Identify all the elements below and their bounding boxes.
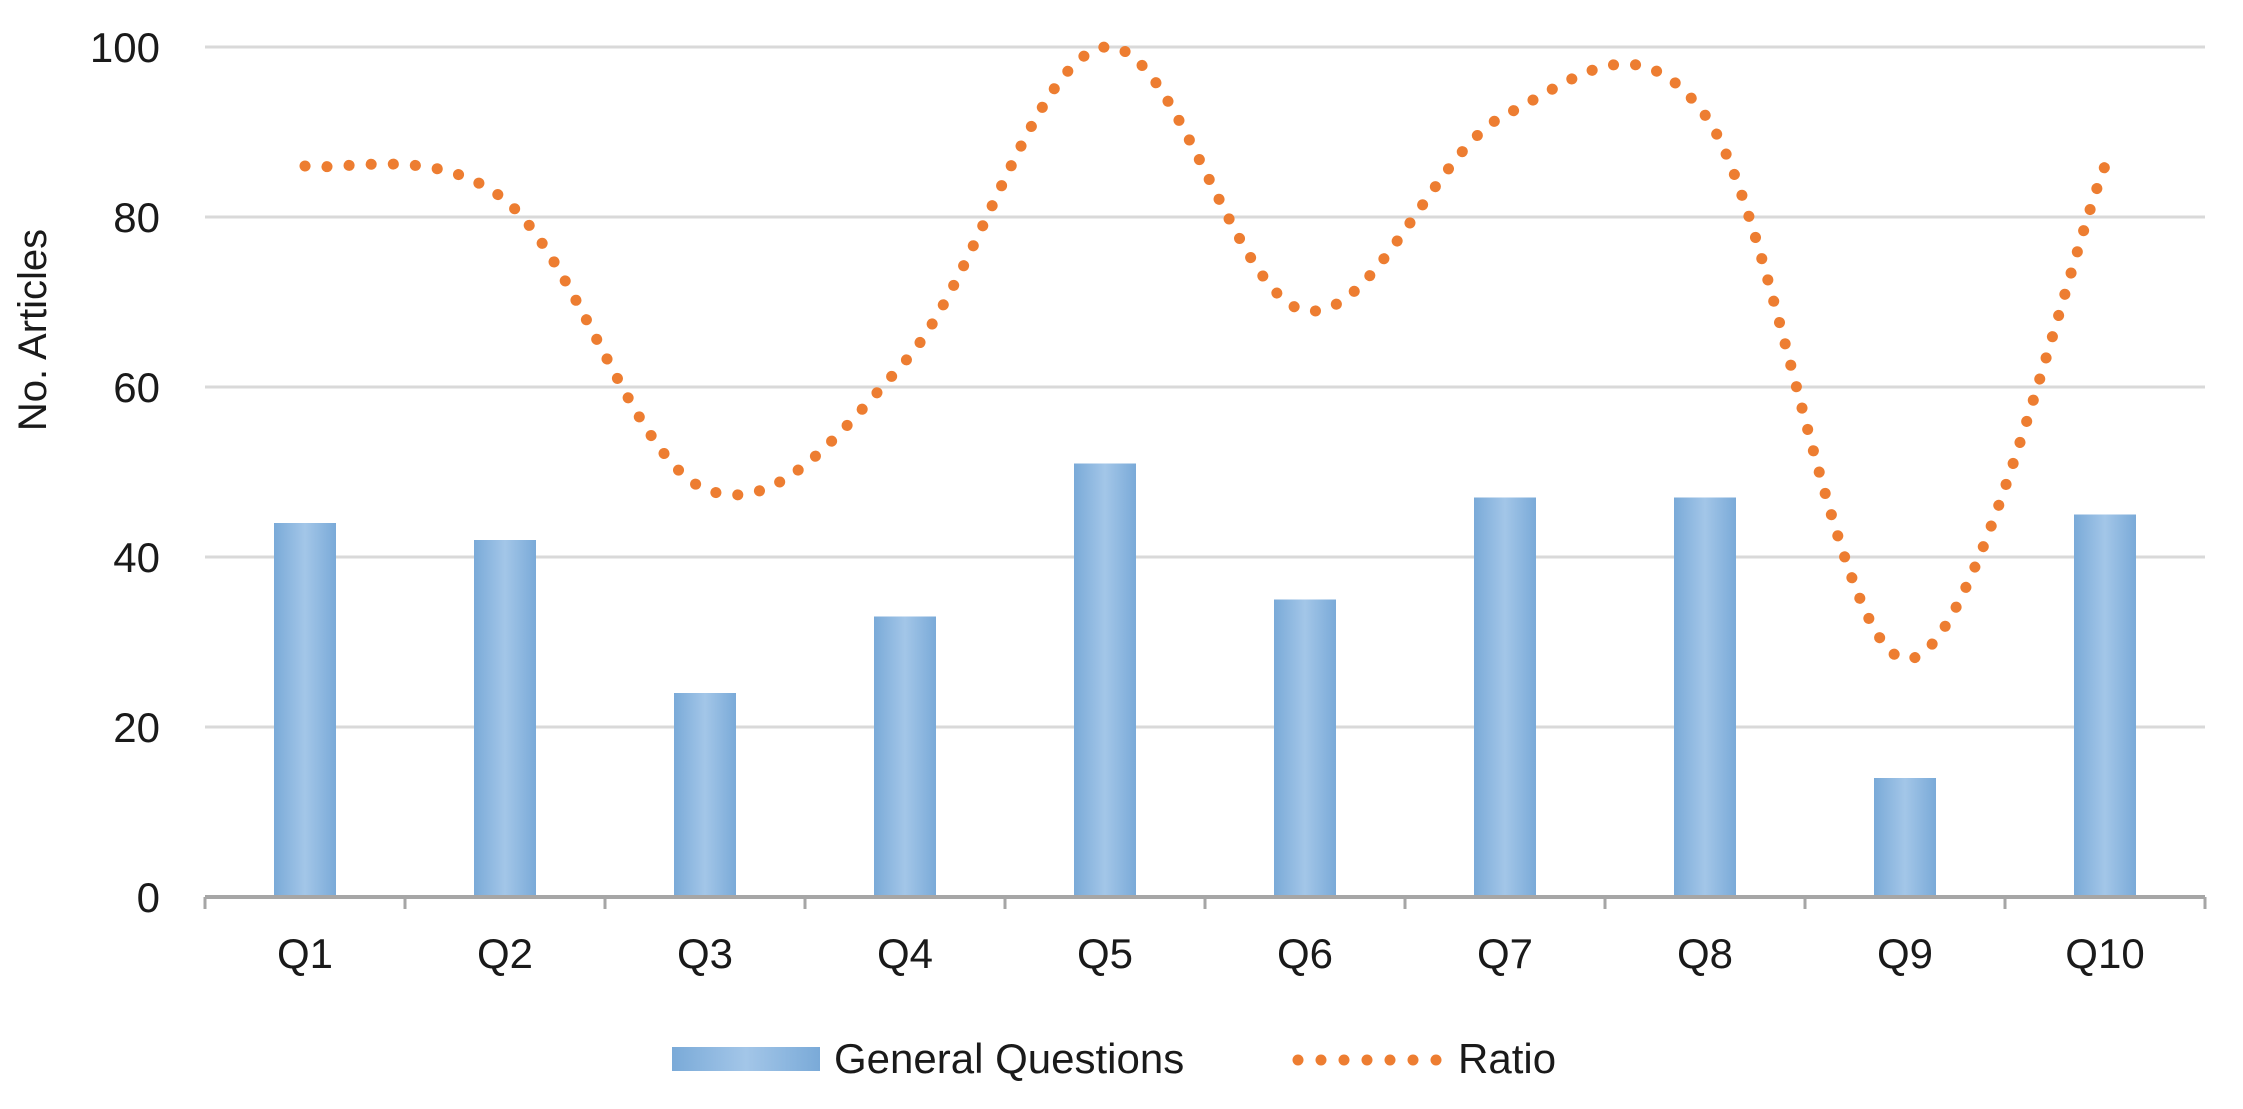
x-tick-label: Q10 xyxy=(2065,930,2144,977)
legend-dot xyxy=(1384,1054,1396,1066)
bar xyxy=(1674,497,1736,897)
legend: General Questions Ratio xyxy=(672,1035,1556,1082)
y-tick-label: 0 xyxy=(137,874,160,921)
legend-dot xyxy=(1292,1054,1304,1066)
line-series xyxy=(299,41,2111,665)
axes xyxy=(203,895,2207,909)
legend-dot xyxy=(1407,1054,1419,1066)
y-axis-title: No. Articles xyxy=(11,229,55,431)
bar xyxy=(1474,497,1536,897)
x-tick-label: Q8 xyxy=(1677,930,1733,977)
x-tick-label: Q5 xyxy=(1077,930,1133,977)
bar xyxy=(874,616,936,897)
bar-series xyxy=(274,463,2136,897)
x-tick-label: Q7 xyxy=(1477,930,1533,977)
bar xyxy=(2074,514,2136,897)
legend-dot xyxy=(1315,1054,1327,1066)
bar xyxy=(1274,599,1336,897)
y-tick-label: 40 xyxy=(113,534,160,581)
y-tick-label: 80 xyxy=(113,194,160,241)
y-tick-label: 100 xyxy=(90,24,160,71)
legend-label-ratio: Ratio xyxy=(1458,1035,1556,1082)
bar xyxy=(1074,463,1136,897)
gridlines xyxy=(205,45,2205,729)
y-tick-labels: 0 20 40 60 80 100 xyxy=(90,24,160,921)
legend-label-general-questions: General Questions xyxy=(834,1035,1184,1082)
x-tick-label: Q4 xyxy=(877,930,933,977)
legend-dot xyxy=(1430,1054,1442,1066)
x-tick-labels: Q1 Q2 Q3 Q4 Q5 Q6 Q7 Q8 Q9 Q10 xyxy=(277,930,2145,977)
x-tick-label: Q1 xyxy=(277,930,333,977)
legend-swatch-ratio xyxy=(1292,1054,1442,1066)
x-tick-label: Q6 xyxy=(1277,930,1333,977)
bar xyxy=(1874,778,1936,897)
x-tick-label: Q2 xyxy=(477,930,533,977)
x-tick-label: Q3 xyxy=(677,930,733,977)
legend-dot xyxy=(1361,1054,1373,1066)
x-tick-label: Q9 xyxy=(1877,930,1933,977)
bar xyxy=(274,523,336,897)
ratio-line xyxy=(299,41,2111,665)
bar xyxy=(674,693,736,897)
y-tick-label: 20 xyxy=(113,704,160,751)
y-tick-label: 60 xyxy=(113,364,160,411)
bar xyxy=(474,540,536,897)
legend-swatch-general-questions xyxy=(672,1047,820,1071)
legend-dot xyxy=(1338,1054,1350,1066)
